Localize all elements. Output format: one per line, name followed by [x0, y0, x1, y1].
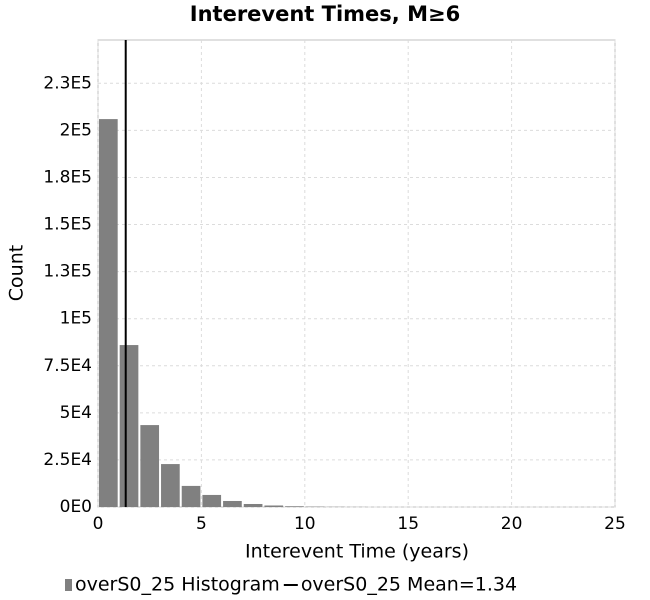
histogram-bar — [285, 506, 304, 507]
y-tick-label: 2E5 — [60, 120, 92, 140]
y-tick-label: 2.3E5 — [43, 73, 92, 93]
x-tick-label: 25 — [604, 514, 626, 534]
x-tick-label: 5 — [196, 514, 207, 534]
histogram-bar — [161, 464, 180, 507]
y-tick-label: 1.8E5 — [43, 167, 92, 187]
legend-swatch — [65, 579, 72, 591]
histogram-bar — [99, 119, 118, 507]
y-tick-label: 1E5 — [60, 309, 92, 329]
y-axis-label: Count — [6, 245, 28, 301]
y-tick-label: 2.5E4 — [43, 450, 92, 470]
legend-label: overS0_25 Mean=1.34 — [301, 574, 517, 596]
histogram-bar — [264, 505, 284, 507]
x-axis-label: Interevent Time (years) — [245, 541, 469, 563]
histogram-bar — [202, 494, 222, 507]
y-tick-label: 1.3E5 — [43, 262, 92, 282]
histogram-bar — [140, 425, 160, 507]
histogram-bar — [223, 500, 242, 507]
legend-label: overS0_25 Histogram — [75, 574, 280, 596]
histogram-bar — [181, 485, 201, 507]
x-tick-label: 15 — [397, 514, 419, 534]
chart-title: Interevent Times, M≥6 — [190, 2, 460, 26]
x-tick-label: 20 — [501, 514, 523, 534]
histogram-bar — [243, 503, 263, 507]
x-tick-label: 0 — [93, 514, 104, 534]
y-tick-label: 7.5E4 — [43, 356, 92, 376]
y-tick-label: 5E4 — [60, 403, 92, 423]
y-tick-label: 0E0 — [60, 497, 92, 517]
x-tick-label: 10 — [294, 514, 316, 534]
y-tick-label: 1.5E5 — [43, 215, 92, 235]
plot-area — [97, 39, 616, 508]
histogram-bar — [119, 345, 139, 507]
